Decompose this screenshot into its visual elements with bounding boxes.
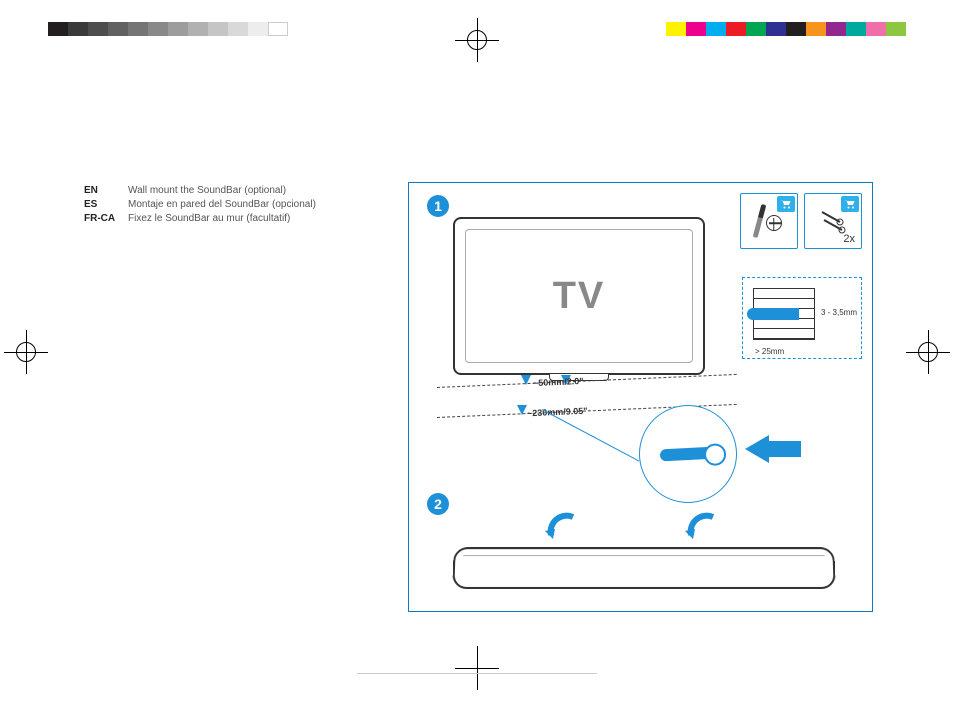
translations-block: EN Wall mount the SoundBar (optional) ES… [84,185,394,227]
screw-quantity: 2x [843,233,855,245]
arrow-down-icon [517,405,527,415]
lang-text-en: Wall mount the SoundBar (optional) [128,185,286,196]
screwdriver-icon [752,204,766,238]
wall-anchor-detail: 3 - 3,5mm > 25mm [742,277,862,359]
screw-icon [660,447,717,462]
dimension-drill-diameter: 3 - 3,5mm [821,308,857,317]
lang-code-en: EN [84,185,128,196]
soundbar-illustration [453,515,835,589]
registration-mark-left [4,330,48,374]
screw-callout-circle [639,405,737,503]
dimension-tv-gap: ~50mm/2.0" [533,376,584,388]
arrow-left-icon [745,435,769,463]
translation-row-en: EN Wall mount the SoundBar (optional) [84,185,394,196]
tv-outline: TV [453,217,705,375]
illustration-panel: 1 2 TV ~50mm/2.0" ~230mm/9.05" [408,182,873,612]
registration-mark-top [455,18,499,62]
shopping-cart-icon [777,196,795,212]
toolbox-screwdriver [740,193,798,249]
callout-leader-line [542,409,640,462]
lang-text-es: Montaje en pared del SoundBar (opcional) [128,199,316,210]
translation-row-es: ES Montaje en pared del SoundBar (opcion… [84,199,394,210]
step-number-2-label: 2 [434,496,442,512]
dimension-anchor-depth: > 25mm [755,347,784,356]
phillips-head-icon [766,215,782,231]
color-registration-strip-left [48,22,288,36]
registration-mark-bottom [455,646,499,690]
soundbar-outline [452,547,835,589]
step-number-2: 2 [427,493,449,515]
translation-row-frca: FR-CA Fixez le SoundBar au mur (facultat… [84,213,394,224]
curved-arrow-icon [543,511,583,551]
step-number-1: 1 [427,195,449,217]
bottom-trim-line [357,673,597,674]
wall-anchor-icon [747,308,799,320]
step-number-1-label: 1 [434,198,442,214]
registration-mark-right [906,330,950,374]
lang-text-frca: Fixez le SoundBar au mur (facultatif) [128,213,290,224]
tv-label: TV [553,275,606,318]
curved-arrow-icon [683,511,723,551]
lang-code-es: ES [84,199,128,210]
arrow-left-tail [767,441,801,457]
toolbox-screws: 2x [804,193,862,249]
tv-screen: TV [465,229,693,363]
color-registration-strip-right [666,22,906,36]
tools-row: 2x [740,193,862,249]
shopping-cart-icon [841,196,859,212]
arrow-down-icon [521,375,531,385]
lang-code-frca: FR-CA [84,213,128,224]
